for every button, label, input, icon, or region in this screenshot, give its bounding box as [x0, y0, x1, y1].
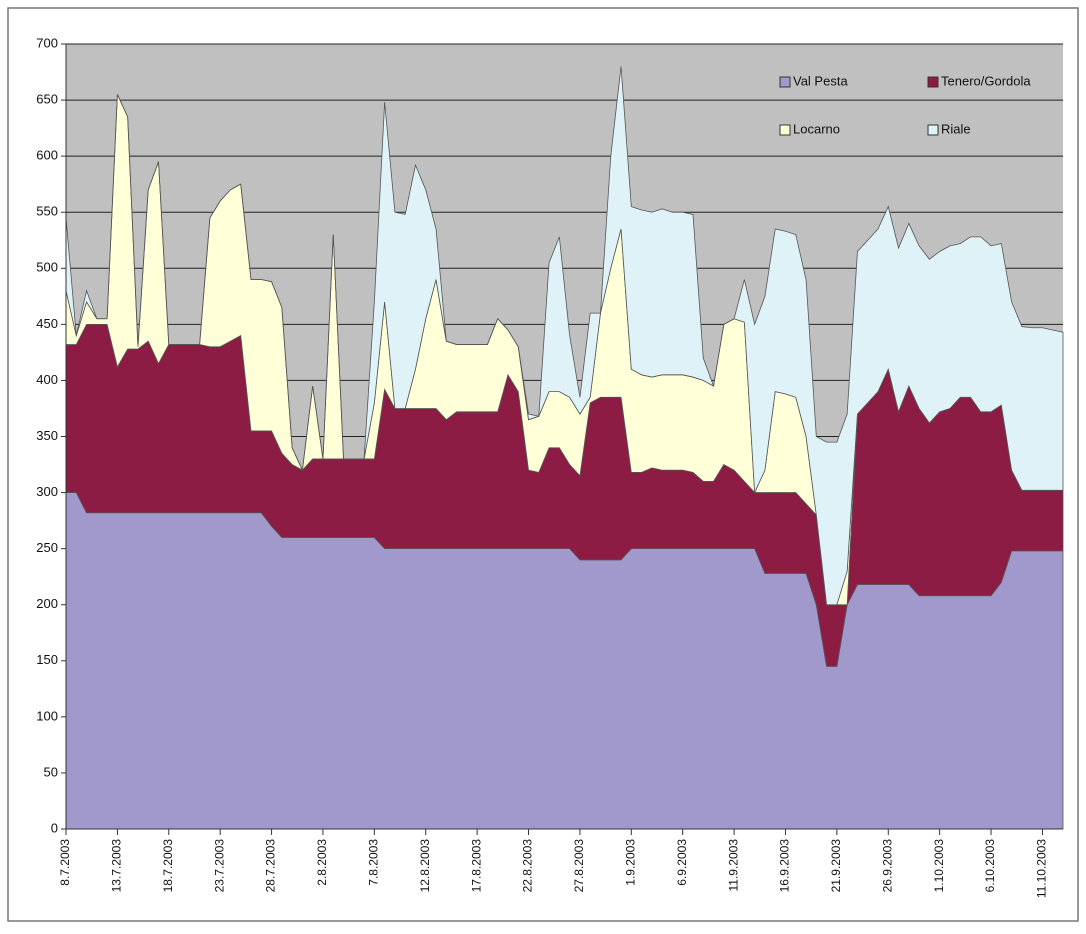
x-tick-label: 13.7.2003 — [110, 839, 124, 893]
legend-swatch — [927, 124, 939, 136]
x-tick-label: 26.9.2003 — [880, 839, 894, 893]
x-tick-label: 23.7.2003 — [212, 839, 226, 893]
y-tick-label: 500 — [36, 260, 58, 275]
y-tick-label: 350 — [36, 428, 58, 443]
x-tick-label: 21.9.2003 — [829, 839, 843, 893]
x-tick-label: 27.8.2003 — [572, 839, 586, 893]
y-tick-label: 150 — [36, 652, 58, 667]
legend-swatch — [927, 76, 939, 88]
area — [65, 66, 1064, 606]
x-tick-label: 28.7.2003 — [264, 839, 278, 893]
y-tick-label: 300 — [36, 484, 58, 499]
x-tick-label: 16.9.2003 — [778, 839, 792, 893]
y-tick-label: 650 — [36, 92, 58, 107]
y-tick-label: 250 — [36, 540, 58, 555]
y-tick-label: 400 — [36, 372, 58, 387]
x-tick-label: 1.9.2003 — [623, 839, 637, 886]
x-tick-label: 7.8.2003 — [367, 839, 381, 886]
y-tick-label: 0 — [51, 820, 58, 835]
legend-swatch — [779, 76, 791, 88]
legend-label: Tenero/Gordola — [941, 73, 1031, 88]
y-tick-label: 600 — [36, 148, 58, 163]
y-tick-label: 450 — [36, 316, 58, 331]
x-tick-label: 22.8.2003 — [521, 839, 535, 893]
x-tick-label: 8.7.2003 — [58, 839, 72, 886]
y-tick-label: 50 — [44, 764, 58, 779]
y-tick-label: 200 — [36, 596, 58, 611]
x-tick-label: 11.9.2003 — [726, 839, 740, 892]
legend-swatch — [779, 124, 791, 136]
x-tick-label: 18.7.2003 — [161, 839, 175, 893]
x-tick-label: 1.10.2003 — [932, 839, 946, 893]
x-tick-label: 17.8.2003 — [469, 839, 483, 893]
legend-label: Locarno — [793, 121, 840, 136]
y-tick-label: 550 — [36, 204, 58, 219]
legend-label: Riale — [941, 121, 971, 136]
x-tick-label: 6.9.2003 — [675, 839, 689, 886]
x-tick-label: 2.8.2003 — [315, 839, 329, 886]
x-tick-label: 11.10.2003 — [1035, 839, 1049, 898]
legend-label: Val Pesta — [793, 73, 848, 88]
x-tick-label: 12.8.2003 — [418, 839, 432, 893]
x-tick-label: 6.10.2003 — [983, 839, 997, 893]
y-tick-label: 100 — [36, 708, 58, 723]
y-tick-label: 700 — [36, 35, 58, 50]
